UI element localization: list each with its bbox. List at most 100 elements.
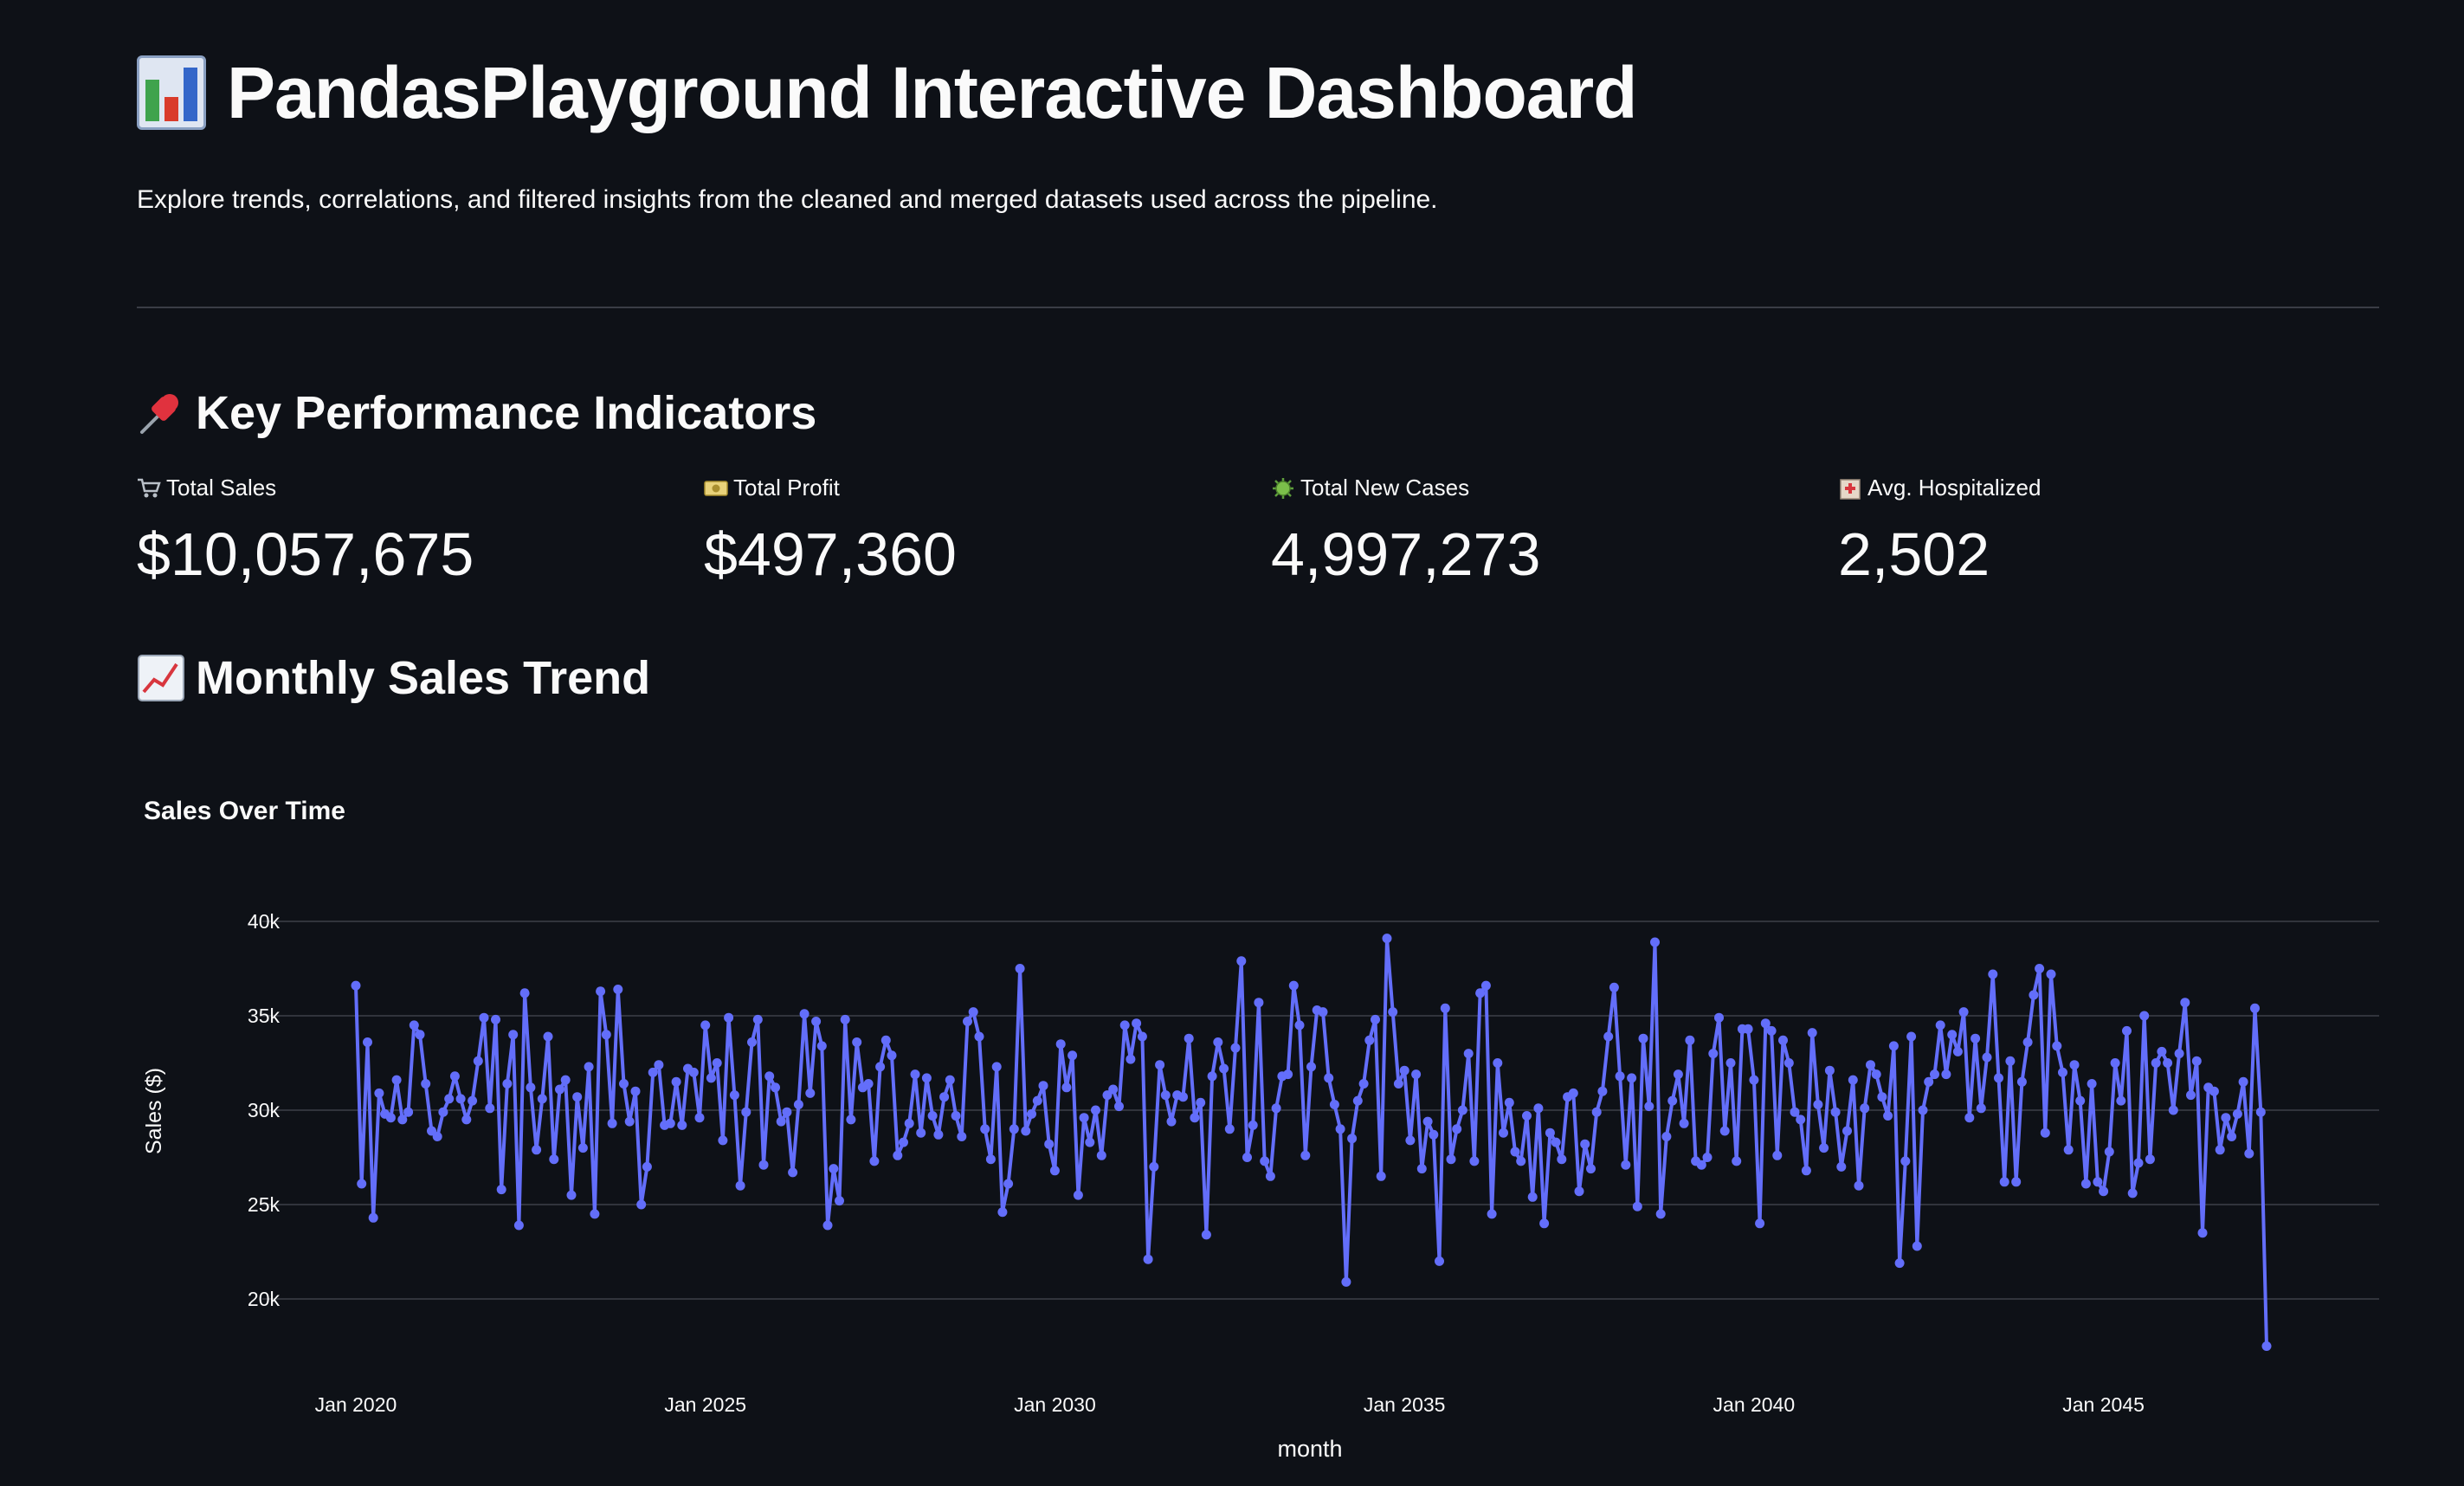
data-point xyxy=(2110,1058,2120,1068)
data-point xyxy=(409,1020,419,1031)
data-point xyxy=(1213,1037,1223,1047)
data-point xyxy=(671,1076,681,1087)
data-point xyxy=(1230,1043,1241,1053)
data-point xyxy=(1894,1258,1905,1269)
data-point xyxy=(1393,1079,1403,1089)
data-point xyxy=(1971,1033,1981,1043)
kpi-label: Total Profit xyxy=(733,475,840,501)
data-point xyxy=(2151,1058,2161,1068)
data-point xyxy=(2163,1058,2173,1068)
data-point xyxy=(601,1030,611,1040)
data-point xyxy=(1382,934,1392,944)
data-point xyxy=(1493,1058,1503,1068)
data-point xyxy=(519,988,530,998)
data-point xyxy=(991,1062,1002,1072)
data-point xyxy=(1976,1103,1986,1114)
data-point xyxy=(1591,1107,1602,1117)
data-point xyxy=(2005,1056,2016,1066)
data-point xyxy=(455,1094,466,1104)
data-point xyxy=(1824,1065,1835,1076)
data-point xyxy=(357,1179,367,1189)
data-point xyxy=(1661,1132,1672,1141)
data-point xyxy=(2069,1060,2080,1070)
data-point xyxy=(1994,1073,2003,1083)
data-point xyxy=(1877,1092,1887,1102)
data-point xyxy=(1830,1107,1841,1117)
data-point xyxy=(1236,956,1247,966)
sales-chart[interactable]: Sales Over Time 20k 25k 30k 35k 40k Jan 2020 J… xyxy=(137,779,2379,1472)
data-point xyxy=(921,1073,932,1083)
data-point xyxy=(630,1086,641,1096)
data-point xyxy=(846,1114,856,1125)
data-point xyxy=(1516,1156,1526,1166)
y-tick-label: 20k xyxy=(248,1288,281,1310)
data-point xyxy=(933,1129,944,1140)
data-point xyxy=(449,1071,460,1082)
data-point xyxy=(1126,1054,1136,1064)
virus-icon xyxy=(1271,477,1295,500)
data-point xyxy=(1166,1116,1177,1127)
data-point xyxy=(799,1009,810,1019)
data-point xyxy=(473,1056,483,1066)
data-point xyxy=(788,1167,798,1178)
data-point xyxy=(951,1111,961,1121)
data-point xyxy=(1533,1103,1544,1114)
data-point xyxy=(1184,1033,1194,1043)
data-point xyxy=(694,1113,705,1123)
data-point xyxy=(654,1060,664,1070)
x-axis-title: month xyxy=(1277,1436,1342,1462)
chart-canvas[interactable]: 20k 25k 30k 35k 40k Jan 2020 Jan 2025 Jan 2030 J… xyxy=(137,779,2379,1472)
y-tick-label: 30k xyxy=(248,1099,281,1121)
data-point xyxy=(1866,1060,1875,1070)
data-point xyxy=(1480,980,1491,991)
data-point xyxy=(1714,1012,1724,1023)
data-point xyxy=(2209,1086,2219,1096)
data-point xyxy=(2139,1011,2150,1021)
data-point xyxy=(822,1220,833,1231)
kpi-section-title: Key Performance Indicators xyxy=(196,387,817,439)
data-point xyxy=(1719,1126,1730,1136)
data-point xyxy=(869,1156,880,1166)
data-point xyxy=(560,1075,571,1085)
data-point xyxy=(1522,1111,1532,1121)
data-point xyxy=(712,1058,722,1068)
data-point xyxy=(927,1111,938,1121)
data-point xyxy=(1318,1007,1328,1018)
x-tick-label: Jan 2040 xyxy=(1713,1393,1796,1416)
data-point xyxy=(840,1014,850,1024)
data-point xyxy=(468,1095,478,1106)
data-point xyxy=(1487,1209,1497,1219)
page-subtitle: Explore trends, correlations, and filter… xyxy=(137,185,1438,214)
data-point xyxy=(1597,1086,1608,1096)
data-point xyxy=(1732,1156,1742,1166)
bar-chart-icon xyxy=(137,55,206,130)
data-point xyxy=(2227,1132,2237,1141)
data-point xyxy=(729,1090,739,1101)
data-point xyxy=(2145,1154,2155,1165)
data-point xyxy=(508,1030,519,1040)
data-point xyxy=(758,1160,769,1170)
data-point xyxy=(1091,1105,1100,1115)
data-point xyxy=(1265,1171,1275,1181)
data-point xyxy=(1819,1143,1829,1153)
data-point xyxy=(1446,1154,1456,1165)
data-point xyxy=(1685,1035,1695,1045)
data-point xyxy=(939,1092,950,1102)
data-point xyxy=(391,1075,402,1085)
data-point xyxy=(479,1012,489,1023)
data-point xyxy=(1580,1139,1590,1149)
data-point xyxy=(1999,1177,2009,1187)
x-tick-label: Jan 2045 xyxy=(2062,1393,2145,1416)
data-point xyxy=(1644,1102,1654,1112)
data-point xyxy=(613,985,623,994)
data-point xyxy=(2087,1079,2097,1089)
data-point xyxy=(461,1114,472,1125)
data-point xyxy=(1755,1218,1765,1229)
data-point xyxy=(793,1100,803,1109)
data-point xyxy=(1119,1020,1130,1031)
data-point xyxy=(1888,1041,1899,1051)
data-point xyxy=(1568,1088,1578,1098)
data-point xyxy=(1813,1100,1823,1109)
data-point xyxy=(1015,964,1025,973)
y-tick-label: 35k xyxy=(248,1005,281,1027)
